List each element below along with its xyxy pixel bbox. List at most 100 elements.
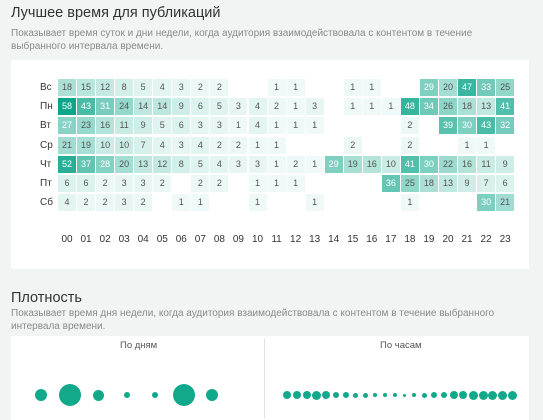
heatmap-cell[interactable]: 6 [496,175,515,192]
heatmap-cell[interactable]: 1 [267,175,286,192]
density-hour-bubble[interactable] [507,390,517,400]
heatmap-cell[interactable] [229,79,247,96]
heatmap-cell[interactable]: 1 [400,194,419,212]
heatmap-cell[interactable]: 1 [305,117,324,135]
heatmap-cell[interactable]: 36 [381,175,400,192]
heatmap-cell[interactable] [344,117,362,134]
heatmap-cell[interactable] [229,194,247,211]
heatmap-cell[interactable]: 2 [210,79,229,96]
heatmap-cell[interactable] [249,79,267,96]
heatmap-cell[interactable]: 2 [96,175,115,192]
heatmap-cell[interactable]: 2 [96,194,115,212]
heatmap-cell[interactable]: 43 [77,98,96,116]
density-hour-bubble[interactable] [431,392,437,398]
heatmap-cell[interactable]: 1 [191,194,210,212]
density-hour-bubble[interactable] [403,393,407,397]
heatmap-cell[interactable]: 3 [191,117,210,135]
heatmap-cell[interactable]: 16 [362,155,381,173]
heatmap-cell[interactable] [287,137,305,154]
heatmap-cell[interactable]: 10 [115,136,134,154]
heatmap-cell[interactable]: 3 [229,98,248,116]
heatmap-cell[interactable] [306,137,324,154]
heatmap-cell[interactable]: 7 [134,136,153,154]
density-hour-bubble[interactable] [311,390,321,400]
heatmap-cell[interactable]: 28 [96,155,115,173]
heatmap-cell[interactable] [420,194,438,211]
heatmap-cell[interactable]: 7 [477,175,496,192]
density-hour-bubble[interactable] [283,391,291,399]
heatmap-cell[interactable] [172,175,190,192]
heatmap-cell[interactable]: 39 [439,117,457,135]
heatmap-cell[interactable]: 6 [172,117,191,135]
density-hour-bubble[interactable] [421,392,427,398]
heatmap-cell[interactable]: 2 [153,175,172,192]
heatmap-cell[interactable]: 25 [400,175,419,192]
heatmap-cell[interactable]: 4 [153,136,172,154]
heatmap-cell[interactable]: 2 [343,136,362,154]
heatmap-cell[interactable]: 8 [115,79,134,96]
heatmap-cell[interactable]: 1 [305,194,324,212]
heatmap-cell[interactable]: 47 [458,79,477,96]
density-hour-bubble[interactable] [392,393,397,397]
heatmap-cell[interactable] [306,79,324,96]
heatmap-cell[interactable]: 5 [134,79,153,96]
heatmap-cell[interactable] [363,194,381,211]
heatmap-cell[interactable]: 2 [210,175,229,192]
heatmap-cell[interactable]: 1 [343,98,362,116]
heatmap-cell[interactable]: 52 [58,155,76,173]
heatmap-cell[interactable]: 14 [153,98,172,116]
heatmap-cell[interactable] [325,194,343,211]
heatmap-cell[interactable]: 1 [381,98,400,116]
heatmap-cell[interactable]: 58 [58,98,76,116]
density-hour-bubble[interactable] [342,392,349,398]
density-hour-bubble[interactable] [478,390,488,400]
heatmap-cell[interactable]: 41 [496,98,515,116]
heatmap-cell[interactable] [229,175,247,192]
heatmap-cell[interactable] [325,79,343,96]
heatmap-cell[interactable] [401,79,419,96]
tab-by-days[interactable]: По дням [120,340,158,351]
heatmap-cell[interactable]: 2 [286,155,305,173]
heatmap-cell[interactable]: 2 [191,175,210,192]
heatmap-cell[interactable]: 1 [267,136,286,154]
heatmap-cell[interactable]: 4 [248,98,267,116]
heatmap-cell[interactable]: 3 [248,155,267,173]
heatmap-cell[interactable]: 10 [381,155,400,173]
density-hour-bubble[interactable] [373,393,378,397]
heatmap-cell[interactable]: 15 [77,79,96,96]
heatmap-cell[interactable]: 4 [248,117,267,135]
heatmap-cell[interactable]: 25 [496,79,515,96]
heatmap-cell[interactable] [325,137,343,154]
heatmap-cell[interactable]: 30 [419,155,438,173]
heatmap-cell[interactable]: 19 [77,136,96,154]
heatmap-cell[interactable]: 16 [96,117,115,135]
density-hour-bubble[interactable] [468,390,478,400]
heatmap-cell[interactable]: 1 [286,98,305,116]
heatmap-cell[interactable]: 3 [134,175,153,192]
heatmap-cell[interactable]: 1 [286,117,305,135]
heatmap-cell[interactable]: 3 [229,155,248,173]
heatmap-cell[interactable] [287,194,305,211]
density-day-bubble[interactable] [123,392,130,398]
heatmap-cell[interactable]: 23 [77,117,96,135]
density-hour-bubble[interactable] [412,393,417,397]
density-day-bubble[interactable] [58,384,81,406]
heatmap-cell[interactable]: 14 [134,98,153,116]
heatmap-cell[interactable]: 18 [458,98,477,116]
heatmap-cell[interactable]: 1 [343,79,362,96]
heatmap-cell[interactable]: 2 [267,98,286,116]
heatmap-cell[interactable]: 29 [419,79,438,96]
heatmap-cell[interactable]: 9 [134,117,153,135]
heatmap-cell[interactable]: 18 [419,175,438,192]
heatmap-cell[interactable]: 13 [134,155,153,173]
heatmap-cell[interactable]: 18 [58,79,76,96]
density-hour-bubble[interactable] [333,392,339,398]
heatmap-cell[interactable]: 1 [248,136,267,154]
heatmap-cell[interactable]: 3 [115,194,134,212]
density-hour-bubble[interactable] [449,391,458,399]
heatmap-cell[interactable]: 32 [496,117,515,135]
heatmap-cell[interactable] [363,117,381,134]
heatmap-cell[interactable]: 21 [58,136,76,154]
heatmap-cell[interactable] [363,137,381,154]
heatmap-cell[interactable]: 8 [172,155,191,173]
